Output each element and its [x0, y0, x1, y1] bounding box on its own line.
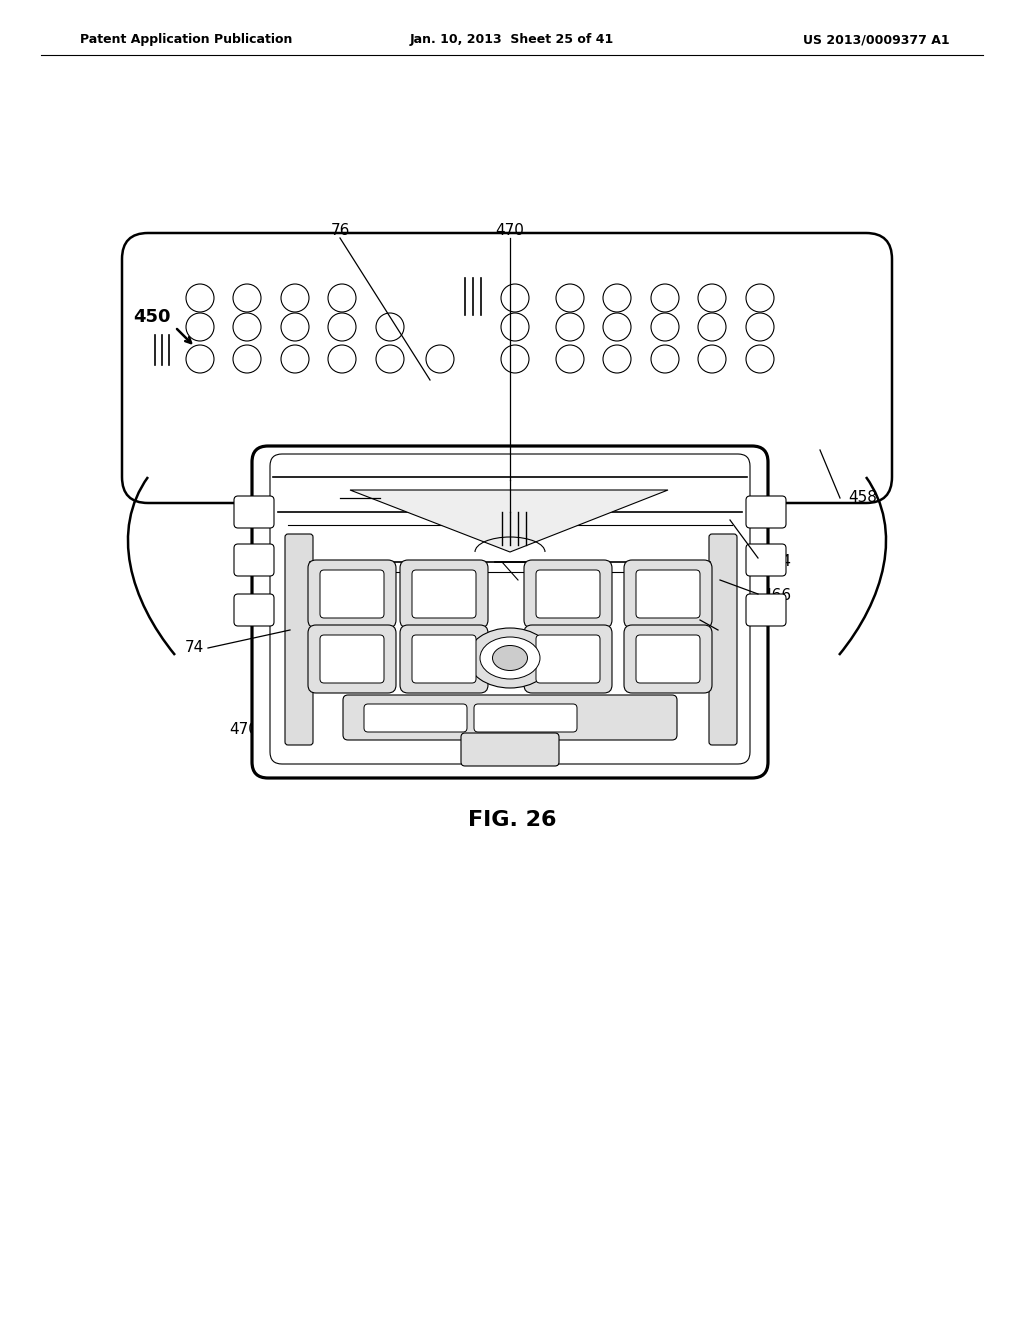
Text: 465: 465: [364, 767, 392, 781]
Circle shape: [603, 345, 631, 374]
FancyBboxPatch shape: [709, 535, 737, 744]
Text: 464: 464: [762, 554, 791, 569]
FancyBboxPatch shape: [122, 234, 892, 503]
FancyBboxPatch shape: [746, 496, 786, 528]
FancyBboxPatch shape: [364, 704, 467, 733]
FancyBboxPatch shape: [474, 704, 577, 733]
Circle shape: [698, 345, 726, 374]
FancyBboxPatch shape: [412, 570, 476, 618]
Circle shape: [698, 313, 726, 341]
Circle shape: [651, 313, 679, 341]
FancyBboxPatch shape: [536, 570, 600, 618]
Text: Jan. 10, 2013  Sheet 25 of 41: Jan. 10, 2013 Sheet 25 of 41: [410, 33, 614, 46]
FancyBboxPatch shape: [252, 446, 768, 777]
Text: 470b: 470b: [229, 722, 268, 738]
FancyBboxPatch shape: [234, 496, 274, 528]
Circle shape: [281, 345, 309, 374]
FancyBboxPatch shape: [524, 624, 612, 693]
Circle shape: [186, 345, 214, 374]
FancyBboxPatch shape: [285, 535, 313, 744]
Ellipse shape: [493, 645, 527, 671]
Circle shape: [186, 313, 214, 341]
FancyBboxPatch shape: [234, 594, 274, 626]
FancyBboxPatch shape: [343, 696, 677, 741]
FancyBboxPatch shape: [319, 635, 384, 682]
FancyBboxPatch shape: [400, 624, 488, 693]
Circle shape: [501, 284, 529, 312]
Text: FIG. 26: FIG. 26: [468, 810, 556, 830]
FancyBboxPatch shape: [636, 570, 700, 618]
Text: 450: 450: [133, 308, 171, 326]
Circle shape: [186, 284, 214, 312]
Text: 74: 74: [184, 640, 204, 656]
Circle shape: [281, 313, 309, 341]
FancyBboxPatch shape: [308, 560, 396, 628]
FancyBboxPatch shape: [308, 624, 396, 693]
Text: 470a: 470a: [282, 491, 321, 506]
Text: US 2013/0009377 A1: US 2013/0009377 A1: [804, 33, 950, 46]
Circle shape: [501, 345, 529, 374]
Ellipse shape: [480, 638, 540, 678]
Circle shape: [556, 345, 584, 374]
FancyBboxPatch shape: [746, 594, 786, 626]
Circle shape: [233, 284, 261, 312]
Circle shape: [376, 345, 404, 374]
Text: 458: 458: [848, 491, 877, 506]
Circle shape: [426, 345, 454, 374]
Text: 470d: 470d: [537, 767, 575, 781]
Circle shape: [746, 284, 774, 312]
FancyBboxPatch shape: [624, 560, 712, 628]
FancyBboxPatch shape: [536, 635, 600, 682]
Circle shape: [328, 345, 356, 374]
FancyBboxPatch shape: [234, 544, 274, 576]
Polygon shape: [350, 490, 668, 552]
Ellipse shape: [468, 628, 553, 688]
Circle shape: [556, 284, 584, 312]
Text: 470c: 470c: [656, 733, 693, 747]
FancyBboxPatch shape: [624, 624, 712, 693]
FancyBboxPatch shape: [636, 635, 700, 682]
Circle shape: [376, 313, 404, 341]
Text: 466: 466: [762, 589, 792, 603]
FancyBboxPatch shape: [270, 454, 750, 764]
FancyBboxPatch shape: [319, 570, 384, 618]
Circle shape: [328, 284, 356, 312]
Circle shape: [233, 345, 261, 374]
Circle shape: [603, 313, 631, 341]
FancyBboxPatch shape: [746, 544, 786, 576]
FancyBboxPatch shape: [524, 560, 612, 628]
FancyBboxPatch shape: [461, 733, 559, 766]
Text: 470: 470: [496, 223, 524, 238]
Circle shape: [603, 284, 631, 312]
Circle shape: [746, 345, 774, 374]
FancyBboxPatch shape: [412, 635, 476, 682]
Text: 72: 72: [722, 623, 741, 638]
Circle shape: [651, 345, 679, 374]
FancyBboxPatch shape: [400, 560, 488, 628]
Circle shape: [233, 313, 261, 341]
Circle shape: [651, 284, 679, 312]
Circle shape: [746, 313, 774, 341]
Circle shape: [698, 284, 726, 312]
Circle shape: [281, 284, 309, 312]
Circle shape: [328, 313, 356, 341]
Circle shape: [556, 313, 584, 341]
Circle shape: [501, 313, 529, 341]
Text: 76: 76: [331, 223, 349, 238]
Text: Patent Application Publication: Patent Application Publication: [80, 33, 293, 46]
